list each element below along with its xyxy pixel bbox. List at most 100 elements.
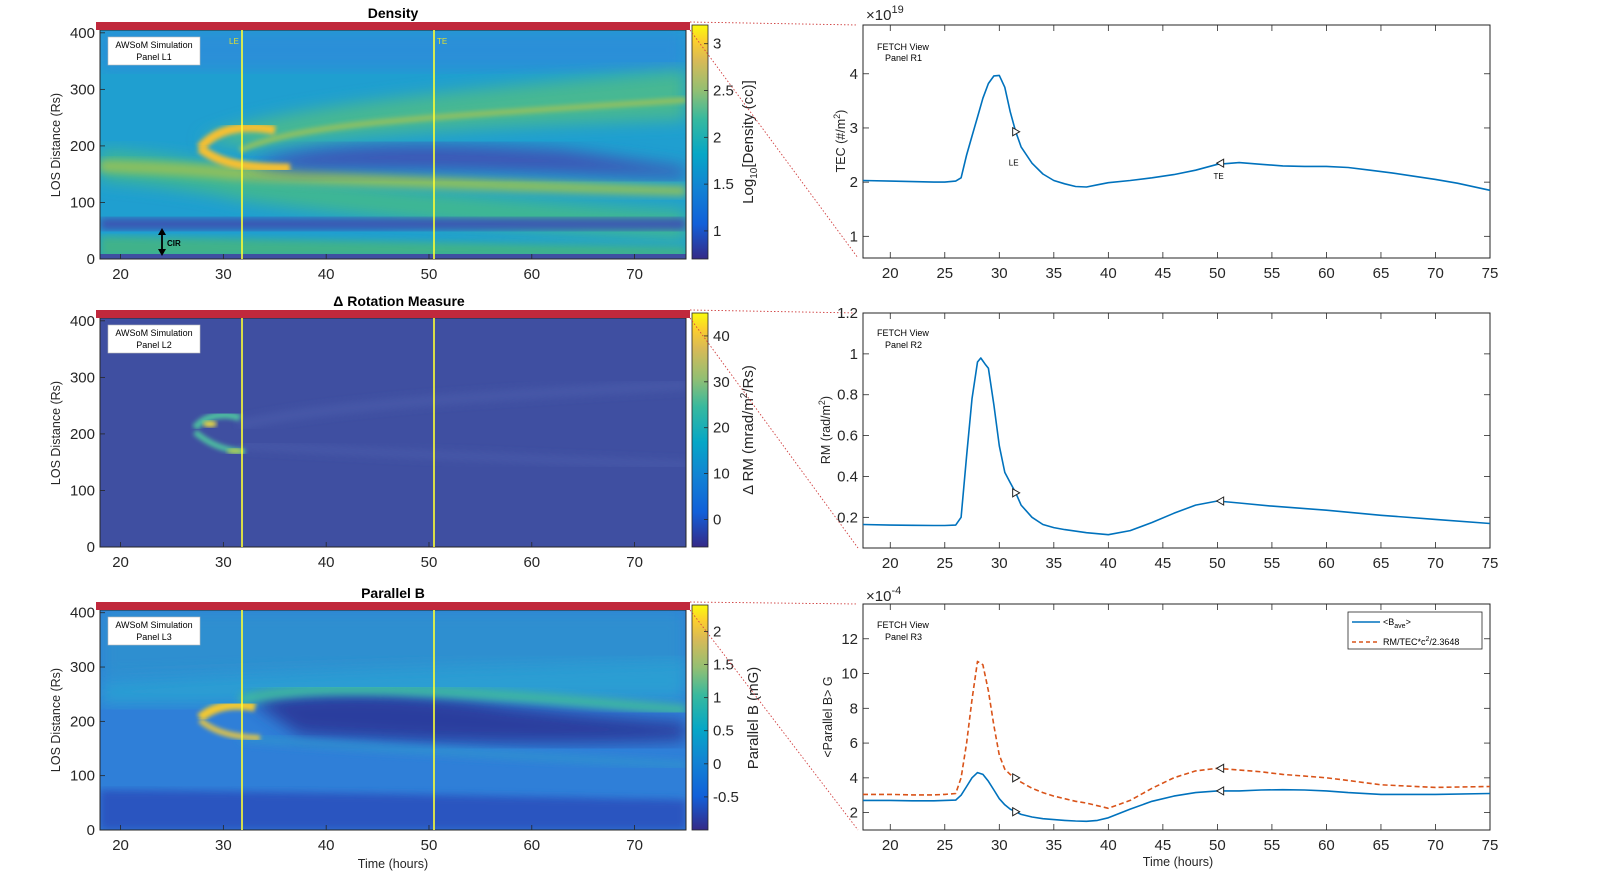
annotation-line2-l3: Panel L3 — [136, 632, 172, 642]
panel-l1: LE TE Density AWSoM Simulation Panel L1 … — [49, 5, 760, 283]
edge-marker — [1215, 496, 1225, 506]
annotation-box-l2 — [107, 324, 201, 354]
ticks-r3: 20 25 30 35 40 45 50 55 60 65 70 75 2 4 6 8 10 12 — [841, 604, 1498, 854]
ytick-label: 100 — [70, 194, 95, 211]
xtick-label: 40 — [1100, 837, 1117, 854]
colorbar-ticks-l1: 1 1.5 2 2.5 3 — [704, 36, 734, 240]
ytick-label: 4 — [850, 770, 858, 787]
ytick-label: 400 — [70, 313, 95, 330]
annotation-line1-r1: FETCH View — [877, 42, 929, 52]
colorbar-l2 — [691, 312, 709, 548]
xtick-label: 75 — [1482, 837, 1499, 854]
xtick-label: 55 — [1264, 837, 1281, 854]
edge-marker — [1012, 806, 1021, 817]
series-line-1 — [863, 660, 1491, 810]
edge-marker — [1215, 786, 1225, 796]
xtick-label: 40 — [318, 266, 335, 283]
xtick-label: 30 — [215, 837, 232, 854]
colorbar-tick-label: 3 — [713, 36, 721, 53]
xtick-label: 30 — [991, 555, 1008, 572]
colorbar-tick-label: 0 — [713, 511, 721, 528]
xtick-label: 50 — [1209, 837, 1226, 854]
xtick-label: 40 — [318, 837, 335, 854]
xtick-label: 40 — [1100, 555, 1117, 572]
xtick-label: 65 — [1373, 837, 1390, 854]
xtick-label: 20 — [882, 555, 899, 572]
edge-marker — [1012, 126, 1021, 137]
annotation-line1-l2: AWSoM Simulation — [115, 328, 192, 338]
annotation-line1-l1: AWSoM Simulation — [115, 40, 192, 50]
annotation-line1-r3: FETCH View — [877, 620, 929, 630]
series-r3 — [863, 660, 1491, 823]
xtick-label: 70 — [1427, 837, 1444, 854]
colorbar-l3 — [691, 604, 709, 831]
xtick-label: 50 — [421, 266, 438, 283]
axes-r2 — [862, 312, 1491, 549]
colorbar-tick-label: 30 — [713, 374, 730, 391]
panel-r1: 20 25 30 35 40 45 50 55 60 65 70 75 1 2 3 4 LE TE FETCH … — [832, 4, 1498, 282]
markers-r1: LE TE — [1009, 126, 1225, 181]
legend-label-ratio: RM/TEC*c2/2.3648 — [1383, 636, 1459, 647]
xtick-label: 50 — [421, 554, 438, 571]
colorbar-tick-label: -0.5 — [713, 789, 739, 806]
xtick-label: 65 — [1373, 555, 1390, 572]
legend-r3: <Bave> RM/TEC*c2/2.3648 — [1347, 611, 1483, 650]
colorbar-ticks-l2: 0 10 20 30 40 — [704, 328, 730, 528]
xtick-label: 75 — [1482, 555, 1499, 572]
ytick-label: 0 — [87, 539, 95, 556]
xlabel-l3: Time (hours) — [358, 857, 428, 871]
annotation-line2-r1: Panel R1 — [885, 53, 922, 63]
xtick-label: 30 — [991, 265, 1008, 282]
colorbar-tick-label: 2 — [713, 623, 721, 640]
series-line-0 — [863, 771, 1491, 823]
xtick-label: 45 — [1155, 265, 1172, 282]
annotation-line1-l3: AWSoM Simulation — [115, 620, 192, 630]
ylabel-r2: RM (rad/m2) — [817, 396, 833, 464]
colorbar-tick-label: 2 — [713, 129, 721, 146]
y-ticks-l1: 0 100 200 300 400 — [70, 25, 105, 268]
ytick-label: 0.2 — [837, 509, 858, 526]
xlabel-r3: Time (hours) — [1143, 855, 1213, 869]
legend-box — [1347, 611, 1483, 650]
ytick-label: 200 — [70, 713, 95, 730]
heatmap-l2-field — [100, 318, 686, 547]
annotation-line2-l1: Panel L1 — [136, 52, 172, 62]
panel-r3: 20 25 30 35 40 45 50 55 60 65 70 75 2 4 6 8 10 12 FETCH V… — [821, 585, 1498, 869]
y-ticks-l3: 0 100 200 300 400 — [70, 605, 105, 839]
ytick-label: 300 — [70, 659, 95, 676]
ytick-label: 3 — [850, 120, 858, 137]
le-label-l1: LE — [229, 37, 239, 46]
title-l1: Density — [368, 5, 419, 21]
ytick-label: 6 — [850, 735, 858, 752]
ytick-label: 400 — [70, 605, 95, 622]
ylabel-l1: LOS Distance (Rs) — [49, 93, 63, 197]
zoom-connectors — [689, 21, 859, 831]
ytick-label: 200 — [70, 426, 95, 443]
axes-r1 — [862, 24, 1491, 259]
edge-marker-label: LE — [1009, 159, 1019, 168]
xtick-label: 50 — [1209, 555, 1226, 572]
xtick-label: 70 — [1427, 265, 1444, 282]
ytick-label: 0.4 — [837, 468, 858, 485]
ticks-r2: 20 25 30 35 40 45 50 55 60 65 70 75 0.2 0.4 0.6 0.8 1 1.2 — [837, 305, 1498, 572]
xtick-label: 25 — [936, 555, 953, 572]
xtick-label: 30 — [215, 554, 232, 571]
ylabel-r1: TEC (#/m2) — [832, 110, 848, 173]
xtick-label: 60 — [1318, 837, 1335, 854]
xtick-label: 65 — [1373, 265, 1390, 282]
markers-r2 — [1012, 487, 1225, 506]
panel-l3: Parallel B AWSoM Simulation Panel L3 010… — [49, 585, 762, 871]
ytick-label: 100 — [70, 768, 95, 785]
x-ticks-l2: 20 30 40 50 60 70 — [112, 542, 643, 571]
xtick-label: 20 — [112, 837, 129, 854]
colorbar-tick-label: 0 — [713, 756, 721, 773]
ytick-label: 300 — [70, 81, 95, 98]
ytick-label: 200 — [70, 138, 95, 155]
colorbar-label-l2: Δ RM (mrad/m2/Rs) — [739, 365, 757, 495]
colorbar-tick-label: 1 — [713, 690, 721, 707]
annotation-box-l3 — [107, 616, 201, 646]
xtick-label: 50 — [1209, 265, 1226, 282]
xtick-label: 40 — [318, 554, 335, 571]
ytick-label: 0 — [87, 251, 95, 268]
